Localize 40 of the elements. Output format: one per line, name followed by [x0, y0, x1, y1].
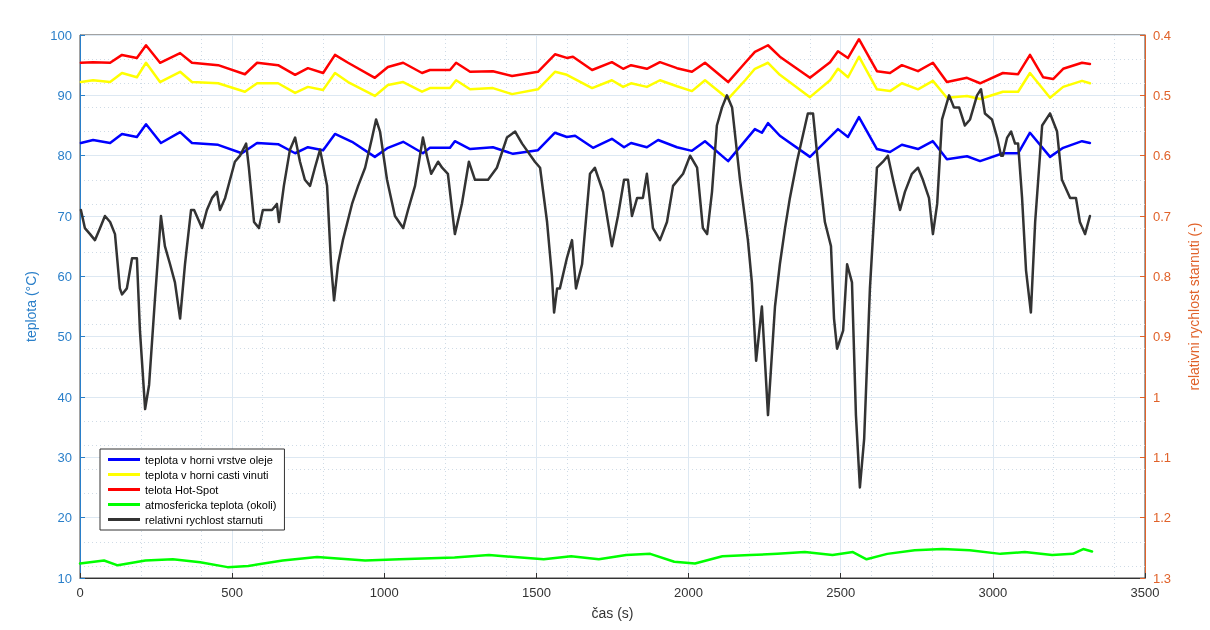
- y-axis-title: teplota (°C): [23, 271, 39, 342]
- y-tick-label: 20: [57, 510, 72, 526]
- x-tick-label: 0: [76, 585, 84, 600]
- legend-label: teplota v horni casti vinuti: [145, 468, 269, 481]
- y2-tick-label: 0.9: [1153, 329, 1172, 345]
- y-tick-label: 10: [57, 570, 72, 586]
- x-tick-label: 1500: [521, 585, 551, 600]
- x-tick-label: 2500: [826, 585, 856, 600]
- legend-label: teplota v horni vrstve oleje: [145, 453, 273, 466]
- y-tick-label: 60: [57, 268, 72, 284]
- y-tick-label: 70: [57, 208, 72, 224]
- y2-tick-label: 0.6: [1153, 148, 1172, 164]
- y-tick-label: 40: [57, 389, 72, 405]
- x-tick-label: 1000: [369, 585, 399, 600]
- line-series: [79, 115, 1092, 163]
- y2-tick-label: 0.7: [1153, 208, 1172, 224]
- y2-tick-label: 1.1: [1153, 449, 1172, 465]
- y-tick-label: 80: [57, 148, 72, 164]
- y-tick-label: 30: [57, 449, 72, 465]
- line-series: [79, 37, 1092, 85]
- y2-tick-label: 1: [1153, 389, 1161, 405]
- y-tick-label: 90: [57, 87, 72, 103]
- y2-tick-label: 0.4: [1153, 27, 1172, 43]
- y2-tick-label: 1.2: [1153, 510, 1172, 526]
- y2-tick-label: 1.3: [1153, 570, 1172, 586]
- line-series: [79, 55, 1092, 101]
- line-series: [78, 547, 1094, 569]
- legend-label: telota Hot-Spot: [145, 483, 219, 496]
- y2-tick-label: 0.5: [1153, 87, 1172, 103]
- y-tick-label: 50: [57, 329, 72, 345]
- x-tick-label: 2000: [674, 585, 704, 600]
- y2-tick-label: 0.8: [1153, 268, 1172, 284]
- legend-label: relativni rychlost starnuti: [145, 513, 263, 526]
- y-tick-label: 100: [50, 27, 72, 43]
- x-tick-label: 3000: [978, 585, 1008, 600]
- legend-label: atmosfericka teplota (okoli): [145, 498, 277, 511]
- y2-axis-title: relativni rychlost starnuti (-): [1186, 222, 1202, 391]
- x-tick-label: 500: [221, 585, 243, 600]
- x-axis-title: čas (s): [591, 605, 634, 621]
- x-tick-label: 3500: [1130, 585, 1160, 600]
